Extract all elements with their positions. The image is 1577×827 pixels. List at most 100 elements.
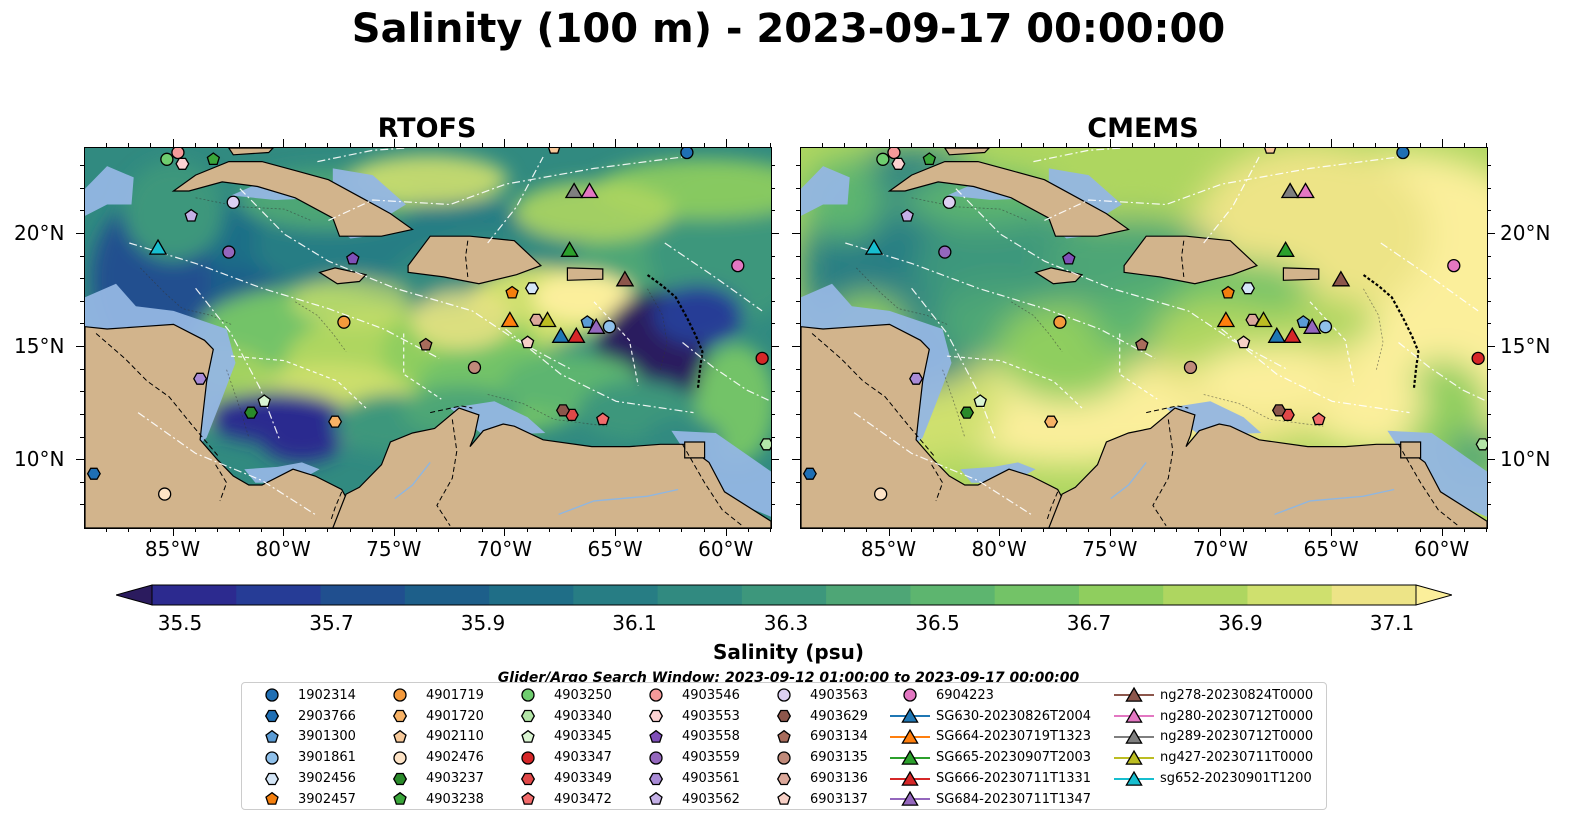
- marker-4903237: [243, 406, 259, 419]
- legend-pentagon-icon: [777, 729, 791, 743]
- marker-4901719: [1053, 315, 1067, 329]
- legend-label: SG630-20230826T2004: [936, 708, 1092, 724]
- legend-label: 4903562: [682, 791, 740, 807]
- land-cuba: [171, 161, 414, 237]
- figure-title: Salinity (100 m) - 2023-09-17 00:00:00: [351, 6, 1226, 52]
- land-hispaniola: [407, 235, 543, 285]
- marker-4903563: [226, 195, 240, 209]
- land-trinidad: [684, 441, 706, 459]
- marker-4903340: [1475, 438, 1487, 451]
- legend-hexagon-icon: [776, 772, 792, 785]
- legend-circle-icon: [777, 751, 791, 765]
- colorbar-tick-label: 36.9: [1218, 611, 1263, 635]
- lat-tick-label: 10°N: [1500, 447, 1551, 472]
- legend-triangle-icon: [890, 707, 930, 723]
- legend-label: 6903136: [810, 771, 868, 787]
- marker-SG666-20230711T1331: [1282, 326, 1302, 343]
- marker-SG665-20230907T2003: [1276, 241, 1295, 257]
- marker-4901720: [1044, 415, 1059, 428]
- legend-label: 4901720: [426, 708, 484, 724]
- legend-item: 6903137: [764, 789, 868, 810]
- lon-tick-label: 80°W: [971, 537, 1027, 561]
- colorbar-label: Salinity (psu): [712, 640, 864, 664]
- legend-label: 4901719: [426, 687, 484, 703]
- lat-tick-label: 15°N: [1500, 334, 1551, 359]
- legend-label: 4903546: [682, 687, 740, 703]
- legend-item: 3902457: [252, 789, 356, 810]
- legend-item: 6903135: [764, 747, 868, 768]
- marker-4903345: [257, 394, 271, 408]
- marker-6903137: [1236, 335, 1251, 349]
- legend-item: 4901719: [380, 685, 484, 706]
- land-south-america: [1048, 407, 1487, 528]
- legend-item: 4903629: [764, 706, 868, 727]
- legend-item: 4903349: [508, 768, 612, 789]
- search-window-note: Glider/Argo Search Window: 2023-09-12 01…: [497, 670, 1080, 682]
- colorbar-segment: [826, 585, 911, 605]
- marker-3901861: [1318, 320, 1333, 334]
- colorbar-segment: [573, 585, 659, 605]
- marker-4903561: [909, 372, 924, 385]
- marker-4903347: [1471, 351, 1485, 366]
- marker-6903135: [467, 360, 482, 375]
- legend-item: ng278-20230824T0000: [1114, 685, 1313, 706]
- legend-hexagon-icon: [520, 772, 536, 785]
- legend-item: SG630-20230826T2004: [890, 706, 1091, 727]
- colorbar-segment: [320, 585, 406, 605]
- cmems-panel-title: CMEMS: [1087, 113, 1199, 144]
- legend-hexagon-icon: [648, 710, 664, 723]
- marker-SG664-20230719T1323: [500, 311, 520, 328]
- legend-circle-icon: [649, 751, 663, 765]
- marker-6904223: [731, 258, 745, 273]
- legend-label: 1902314: [298, 687, 356, 703]
- marker-4903250: [876, 152, 890, 166]
- marker-SG665-20230907T2003: [560, 241, 579, 257]
- legend-label: 4903340: [554, 708, 612, 724]
- marker-3902456: [524, 282, 540, 295]
- colorbar-segment: [1247, 585, 1333, 605]
- legend-circle-icon: [265, 751, 279, 765]
- legend-pentagon-icon: [649, 729, 663, 743]
- legend-item: 3901861: [252, 747, 356, 768]
- marker-ng278-20230824T0000: [1331, 270, 1351, 287]
- colorbar-tick-label: 35.5: [157, 611, 203, 635]
- marker-4903345: [973, 394, 987, 408]
- marker-6903135: [1183, 360, 1198, 375]
- legend-circle-icon: [521, 688, 535, 703]
- colorbar-tick-label: 35.9: [460, 611, 506, 635]
- marker-6904223: [1447, 258, 1461, 273]
- colorbar-segment: [489, 585, 574, 605]
- marker-3901300: [1296, 315, 1311, 328]
- legend-triangle-icon: [890, 749, 930, 765]
- legend-label: 6904223: [936, 687, 994, 703]
- marker-3902457: [1221, 285, 1235, 299]
- legend-label: 6903135: [810, 750, 868, 766]
- marker-2903766: [86, 467, 101, 480]
- legend-triangle-icon: [1114, 749, 1154, 765]
- marker-3902457: [505, 285, 519, 299]
- marker-ng427-20230711T0000: [538, 311, 557, 328]
- legend-pentagon-icon: [393, 729, 407, 743]
- legend-circle-icon: [649, 688, 663, 703]
- marker-ng278-20230824T0000: [615, 270, 635, 287]
- legend-label: sg652-20230901T1200: [1160, 771, 1312, 787]
- legend-pentagon-icon: [521, 729, 535, 743]
- lon-tick-label: 60°W: [1414, 537, 1470, 561]
- legend-label: 6903137: [810, 791, 868, 807]
- legend-label: ng280-20230712T0000: [1160, 708, 1314, 724]
- cmems-map: [800, 147, 1488, 529]
- legend: 1902314 2903766 3901300 3901861 3902456 39024…: [241, 682, 1327, 810]
- marker-SG684-20230711T1347: [586, 317, 606, 334]
- marker-4903238: [922, 152, 937, 166]
- legend-item: SG664-20230719T1323: [890, 727, 1091, 748]
- legend-item: 4902476: [380, 747, 484, 768]
- marker-4903472: [1312, 412, 1326, 426]
- legend-hexagon-icon: [392, 710, 408, 723]
- legend-circle-icon: [393, 688, 407, 703]
- marker-3901300: [580, 315, 595, 328]
- colorbar-tick-label: 37.1: [1369, 611, 1415, 635]
- marker-4901720: [328, 415, 343, 428]
- legend-label: SG665-20230907T2003: [936, 750, 1092, 766]
- lat-tick-label: 10°N: [14, 447, 65, 472]
- colorbar-segment: [1163, 585, 1248, 605]
